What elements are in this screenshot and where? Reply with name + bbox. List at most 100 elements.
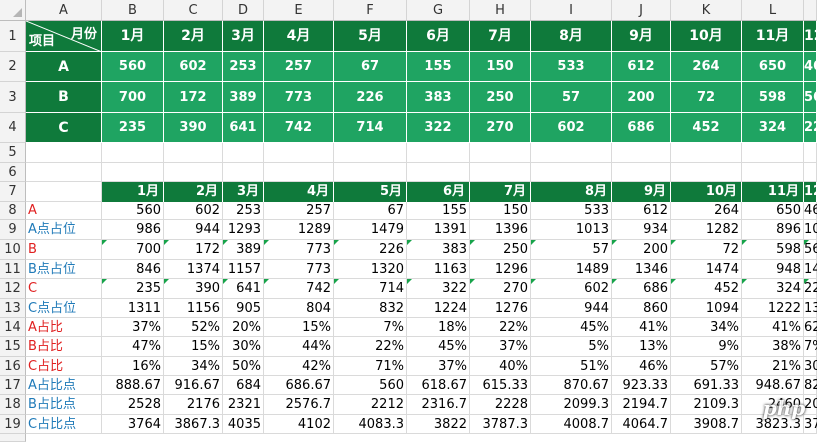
grid-cell[interactable] [742, 299, 804, 318]
grid-cell[interactable] [612, 163, 671, 182]
grid-cell[interactable] [164, 163, 223, 182]
grid-cell[interactable] [334, 415, 407, 434]
grid-cell[interactable] [742, 415, 804, 434]
lower-value-cell[interactable]: 948 [776, 262, 801, 277]
lower-value-cell[interactable]: 905 [236, 301, 261, 316]
grid-cell[interactable] [164, 279, 223, 299]
lower-month-header[interactable]: 12月 [804, 182, 817, 202]
grid-cell[interactable] [102, 143, 164, 163]
lower-row-label[interactable]: A占比点 [28, 378, 76, 393]
grid-cell[interactable] [102, 163, 164, 182]
grid-cell[interactable] [223, 279, 264, 299]
lower-month-header[interactable]: 10月 [671, 182, 742, 202]
lower-value-cell[interactable]: 38% [772, 339, 801, 354]
grid-cell[interactable] [671, 376, 742, 395]
grid-cell[interactable] [531, 220, 612, 240]
grid-cell[interactable] [26, 395, 102, 415]
row-header-6[interactable]: 6 [0, 163, 26, 182]
grid-cell[interactable] [742, 202, 804, 220]
grid-cell[interactable] [26, 279, 102, 299]
grid-cell[interactable] [264, 395, 334, 415]
grid-cell[interactable] [102, 395, 164, 415]
lower-value-cell[interactable]: 684 [236, 378, 261, 393]
lower-value-cell[interactable]: 650 [776, 203, 801, 218]
grid-cell[interactable] [742, 337, 804, 357]
grid-cell[interactable] [223, 220, 264, 240]
grid-cell[interactable] [531, 395, 612, 415]
lower-value-cell[interactable]: 598 [742, 240, 804, 260]
lower-value-cell[interactable]: 3823.3 [755, 417, 802, 432]
grid-cell[interactable] [470, 260, 531, 279]
column-header-j[interactable]: J [612, 0, 671, 21]
grid-cell[interactable] [531, 163, 612, 182]
lower-value-cell[interactable]: 45% [438, 339, 467, 354]
grid-cell[interactable] [164, 240, 223, 260]
lower-value-cell[interactable]: 30% [232, 339, 261, 354]
grid-cell[interactable] [334, 337, 407, 357]
grid-cell[interactable] [742, 376, 804, 395]
top-value-cell[interactable]: 226 [804, 113, 817, 143]
row-header-1[interactable]: 1 [0, 21, 26, 52]
column-header-l[interactable]: L [742, 0, 804, 21]
grid-cell[interactable] [102, 318, 164, 337]
row-header-7[interactable]: 7 [0, 182, 26, 202]
lower-value-cell[interactable]: 1396 [494, 222, 528, 237]
grid-cell[interactable] [742, 395, 804, 415]
lower-value-cell[interactable]: 21% [772, 359, 801, 374]
lower-value-cell[interactable]: 896 [776, 222, 801, 237]
lower-value-cell[interactable]: 560 [136, 203, 161, 218]
grid-cell[interactable] [407, 318, 470, 337]
row-header-2[interactable]: 2 [0, 52, 26, 82]
top-value-cell[interactable]: 641 [223, 113, 264, 143]
lower-value-cell[interactable]: 5% [588, 339, 609, 354]
lower-value-cell[interactable]: 383 [407, 240, 470, 260]
lower-value-cell[interactable]: 41% [639, 320, 668, 335]
grid-cell[interactable] [407, 299, 470, 318]
lower-value-cell[interactable]: 773 [264, 240, 334, 260]
lower-value-cell[interactable]: 30% [804, 359, 817, 374]
lower-value-cell[interactable]: 57% [710, 359, 739, 374]
grid-cell[interactable] [264, 337, 334, 357]
lower-value-cell[interactable]: 67 [387, 203, 404, 218]
lower-value-cell[interactable]: 2528 [127, 397, 161, 412]
grid-cell[interactable] [164, 318, 223, 337]
grid-cell[interactable] [742, 240, 804, 260]
column-header-b[interactable]: B [102, 0, 164, 21]
grid-cell[interactable] [407, 415, 470, 434]
lower-value-cell[interactable]: 257 [306, 203, 331, 218]
grid-cell[interactable] [164, 220, 223, 240]
lower-value-cell[interactable]: 18% [438, 320, 467, 335]
lower-value-cell[interactable]: 3764 [127, 417, 161, 432]
lower-value-cell[interactable]: 700 [102, 240, 164, 260]
grid-cell[interactable] [742, 279, 804, 299]
lower-value-cell[interactable]: 200 [612, 240, 671, 260]
top-month-header[interactable]: 11月 [742, 21, 804, 52]
lower-value-cell[interactable]: 602 [531, 279, 612, 299]
grid-cell[interactable] [671, 415, 742, 434]
grid-cell[interactable] [407, 357, 470, 376]
grid-cell[interactable] [612, 357, 671, 376]
grid-cell[interactable] [742, 260, 804, 279]
lower-value-cell[interactable]: 2321 [227, 397, 261, 412]
lower-value-cell[interactable]: 773 [306, 262, 331, 277]
grid-cell[interactable] [742, 318, 804, 337]
grid-cell[interactable] [223, 299, 264, 318]
grid-cell[interactable] [26, 357, 102, 376]
grid-cell[interactable] [223, 395, 264, 415]
grid-cell[interactable] [334, 202, 407, 220]
lower-value-cell[interactable]: 804 [306, 301, 331, 316]
lower-value-cell[interactable]: 1391 [433, 222, 467, 237]
grid-cell[interactable] [470, 220, 531, 240]
grid-cell[interactable] [223, 415, 264, 434]
grid-cell[interactable] [164, 143, 223, 163]
top-value-cell[interactable]: 270 [470, 113, 531, 143]
top-month-header[interactable]: 2月 [164, 21, 223, 52]
lower-value-cell[interactable]: 452 [671, 279, 742, 299]
top-month-header[interactable]: 9月 [612, 21, 671, 52]
top-value-cell[interactable]: 67 [334, 52, 407, 82]
grid-cell[interactable] [102, 220, 164, 240]
lower-value-cell[interactable]: 1311 [127, 301, 161, 316]
grid-cell[interactable] [223, 337, 264, 357]
row-header-11[interactable]: 11 [0, 260, 26, 279]
grid-cell[interactable] [742, 357, 804, 376]
